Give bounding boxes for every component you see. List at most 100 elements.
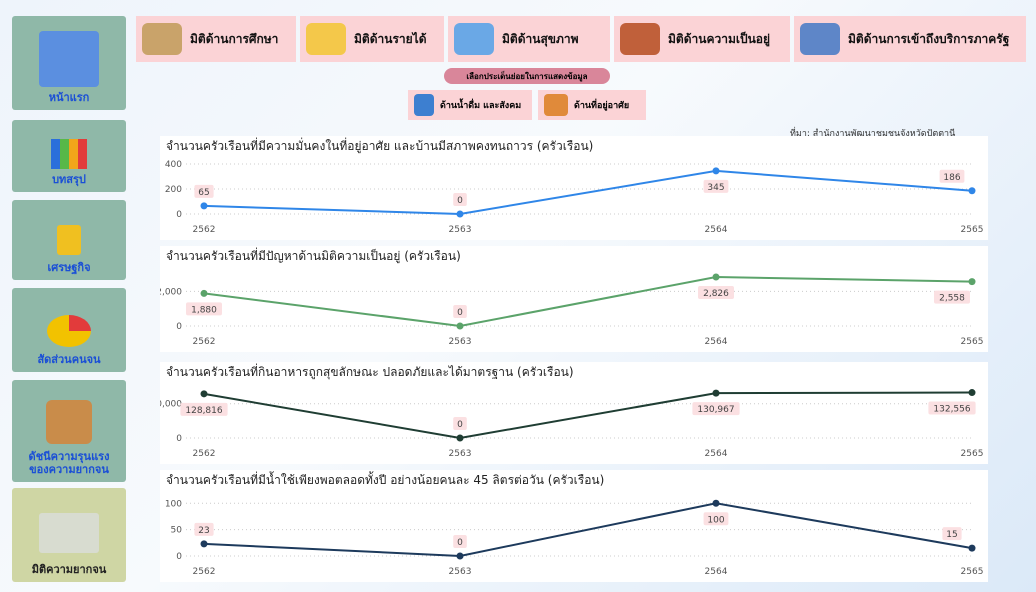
x-tick-label: 2565 (961, 225, 984, 235)
value-label: 0 (457, 538, 463, 548)
x-tick-label: 2563 (449, 449, 472, 459)
subtab[interactable]: ด้านน้ำดื่ม และสังคม (408, 90, 532, 120)
nav-label: ดัชนีความรุนแรง (28, 450, 110, 463)
point (712, 273, 720, 281)
value-label-bg (939, 169, 965, 183)
chart-title: จำนวนครัวเรือนที่มีน้ำใช้เพียงพอตลอดทั้ง… (166, 471, 604, 487)
prompt: เลือกประเด็นย่อยในการแสดงข้อมูล (444, 68, 610, 84)
icon (414, 94, 434, 116)
point (968, 389, 976, 397)
tab[interactable]: มิติด้านการเข้าถึงบริการภาครัฐ (794, 16, 1026, 62)
nav-label: สัดส่วนคนจน (37, 353, 101, 366)
icon (620, 23, 660, 55)
nav-label: หน้าแรก (48, 91, 90, 104)
point (968, 544, 976, 552)
point (456, 210, 464, 218)
nav-ratio[interactable]: สัดส่วนคนจน (12, 288, 126, 372)
line (203, 502, 973, 558)
chart-panel: จำนวนครัวเรือนที่กินอาหารถูกสุขลักษณะ ปล… (145, 362, 988, 464)
chart: จำนวนครัวเรือนที่กินอาหารถูกสุขลักษณะ ปล… (145, 363, 984, 459)
x-tick-label: 2563 (449, 567, 472, 577)
value-label-bg (194, 184, 214, 198)
icon (800, 23, 840, 55)
y-tick-label: 100 (165, 499, 182, 509)
y-tick-label: 0 (176, 322, 182, 332)
icon (142, 23, 182, 55)
x-tick-label: 2564 (705, 337, 728, 347)
icon (454, 23, 494, 55)
nav-summary[interactable]: บทสรุป (12, 120, 126, 192)
y-tick-label: 0 (176, 210, 182, 220)
y-tick-label: 400 (165, 160, 182, 170)
value-label: 186 (943, 173, 960, 183)
point (712, 167, 720, 175)
x-tick-label: 2564 (705, 449, 728, 459)
tab[interactable]: มิติด้านรายได้ (300, 16, 444, 62)
value-label: 65 (198, 188, 209, 198)
y-tick-label: 100,000 (160, 400, 182, 410)
x-tick-label: 2562 (193, 567, 216, 577)
chart-panel: จำนวนครัวเรือนที่มีน้ำใช้เพียงพอตลอดทั้ง… (160, 470, 988, 582)
value-label-bg (180, 402, 228, 416)
value-label-bg (453, 417, 467, 430)
x-tick-label: 2563 (449, 225, 472, 235)
subtab[interactable]: ด้านที่อยู่อาศัย (538, 90, 646, 120)
source: ที่มา: สำนักงานพัฒนาชุมชนจังหวัดปัตตานี (790, 129, 956, 139)
chart-panel: จำนวนครัวเรือนที่มีความมั่นคงในที่อยู่อา… (160, 136, 988, 240)
value-label: 128,816 (185, 406, 222, 416)
nav-label: บทสรุป (52, 173, 86, 186)
tab-label: มิติด้านรายได้ (354, 31, 427, 46)
nav-label: เศรษฐกิจ (47, 261, 91, 274)
point (200, 289, 208, 297)
x-tick-label: 2562 (193, 225, 216, 235)
tab[interactable]: มิติด้านความเป็นอยู่ (614, 16, 790, 62)
x-tick-label: 2562 (193, 449, 216, 459)
x-tick-label: 2562 (193, 337, 216, 347)
point (200, 540, 208, 548)
value-label-bg (928, 401, 976, 415)
x-tick-label: 2564 (705, 225, 728, 235)
point (456, 434, 464, 442)
tab[interactable]: มิติด้านสุขภาพ (448, 16, 610, 62)
value-label-bg (703, 512, 729, 526)
chart-title: จำนวนครัวเรือนที่กินอาหารถูกสุขลักษณะ ปล… (166, 363, 574, 380)
value-label: 15 (946, 530, 957, 540)
value-label: 2,826 (703, 289, 729, 299)
y-tick-label: 0 (176, 434, 182, 444)
value-label-bg (942, 527, 962, 541)
tab-label: มิติด้านการเข้าถึงบริการภาครัฐ (848, 31, 1010, 46)
chart-panel: จำนวนครัวเรือนที่มีปัญหาด้านมิติความเป็น… (156, 246, 988, 352)
point (712, 499, 720, 507)
icon (47, 315, 91, 347)
value-label-bg (692, 402, 740, 416)
tab[interactable]: มิติด้านการศึกษา (136, 16, 296, 62)
icon (544, 94, 568, 116)
point (712, 389, 720, 397)
nav-home[interactable]: หน้าแรก (12, 16, 126, 110)
value-label: 2,558 (939, 294, 965, 304)
nav-severity[interactable]: ดัชนีความรุนแรง ของความยากจน (12, 380, 126, 482)
x-tick-label: 2563 (449, 337, 472, 347)
value-label-bg (703, 179, 729, 193)
icon (306, 23, 346, 55)
value-label: 100 (707, 515, 724, 525)
value-label: 0 (457, 308, 463, 318)
y-tick-label: 2,000 (160, 287, 182, 297)
value-label-bg (453, 193, 467, 206)
chart-title: จำนวนครัวเรือนที่มีปัญหาด้านมิติความเป็น… (166, 247, 461, 264)
line (203, 169, 973, 216)
value-label: 1,880 (191, 305, 217, 315)
point (456, 552, 464, 560)
y-tick-label: 200 (165, 185, 182, 195)
point (968, 187, 976, 195)
tab-label: มิติด้านการศึกษา (190, 31, 279, 46)
point (200, 202, 208, 210)
nav-poverty[interactable]: มิติความยากจน (12, 488, 126, 582)
tab-label: มิติด้านความเป็นอยู่ (668, 31, 771, 46)
line (203, 391, 973, 440)
x-tick-label: 2564 (705, 567, 728, 577)
value-label: 345 (707, 183, 724, 193)
x-tick-label: 2565 (961, 337, 984, 347)
nav-economy[interactable]: เศรษฐกิจ (12, 200, 126, 280)
